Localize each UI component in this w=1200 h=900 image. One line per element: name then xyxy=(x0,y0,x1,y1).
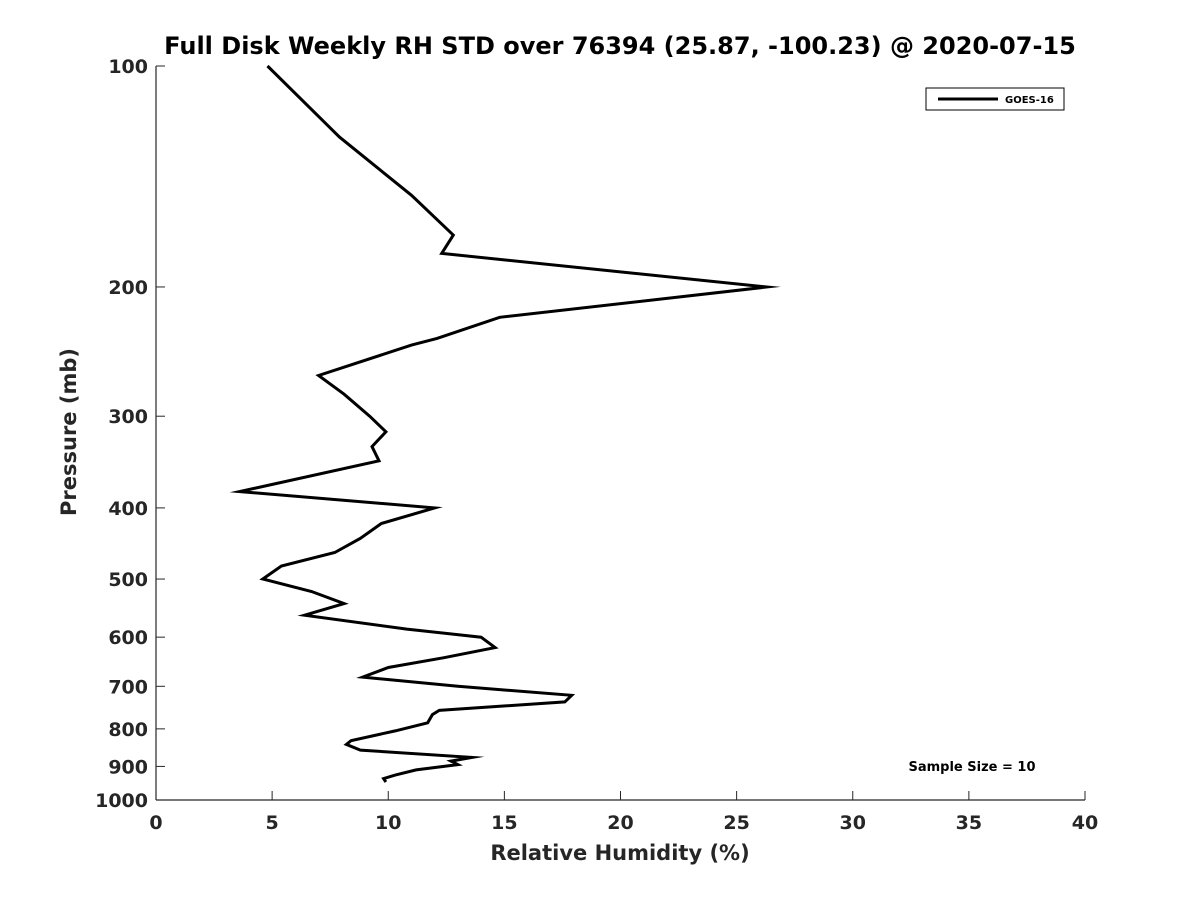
y-tick-label: 700 xyxy=(108,676,148,698)
y-tick-label: 500 xyxy=(108,569,148,591)
y-tick-label: 400 xyxy=(108,498,148,520)
x-tick-label: 40 xyxy=(1072,812,1098,834)
x-axis-ticks: 0 5 10 15 20 25 30 35 40 xyxy=(149,791,1098,834)
x-tick-label: 20 xyxy=(607,812,633,834)
legend: GOES-16 xyxy=(925,87,1065,111)
y-tick-label: 300 xyxy=(108,406,148,428)
y-tick-label: 200 xyxy=(108,277,148,299)
axes xyxy=(155,66,1085,801)
x-tick-label: 0 xyxy=(149,812,162,834)
x-tick-label: 15 xyxy=(491,812,517,834)
x-tick-label: 35 xyxy=(956,812,982,834)
y-axis-ticks: 100 200 300 400 500 600 700 800 900 1000 xyxy=(95,56,165,812)
y-tick-label: 1000 xyxy=(95,790,148,812)
series-layer xyxy=(229,64,781,783)
y-tick-label: 600 xyxy=(108,627,148,649)
x-tick-label: 10 xyxy=(375,812,401,834)
y-axis-label: Pressure (mb) xyxy=(57,348,81,516)
y-tick-label: 900 xyxy=(108,756,148,778)
legend-label-goes-16: GOES-16 xyxy=(1005,95,1054,106)
x-tick-label: 5 xyxy=(266,812,279,834)
x-tick-label: 25 xyxy=(723,812,749,834)
series-line-goes-16 xyxy=(229,64,781,783)
x-axis-label: Relative Humidity (%) xyxy=(490,841,749,865)
chart-title: Full Disk Weekly RH STD over 76394 (25.8… xyxy=(164,32,1076,60)
sample-size-annotation: Sample Size = 10 xyxy=(908,760,1035,775)
x-tick-label: 30 xyxy=(840,812,866,834)
y-tick-label: 100 xyxy=(108,56,148,78)
y-tick-label: 800 xyxy=(108,719,148,741)
